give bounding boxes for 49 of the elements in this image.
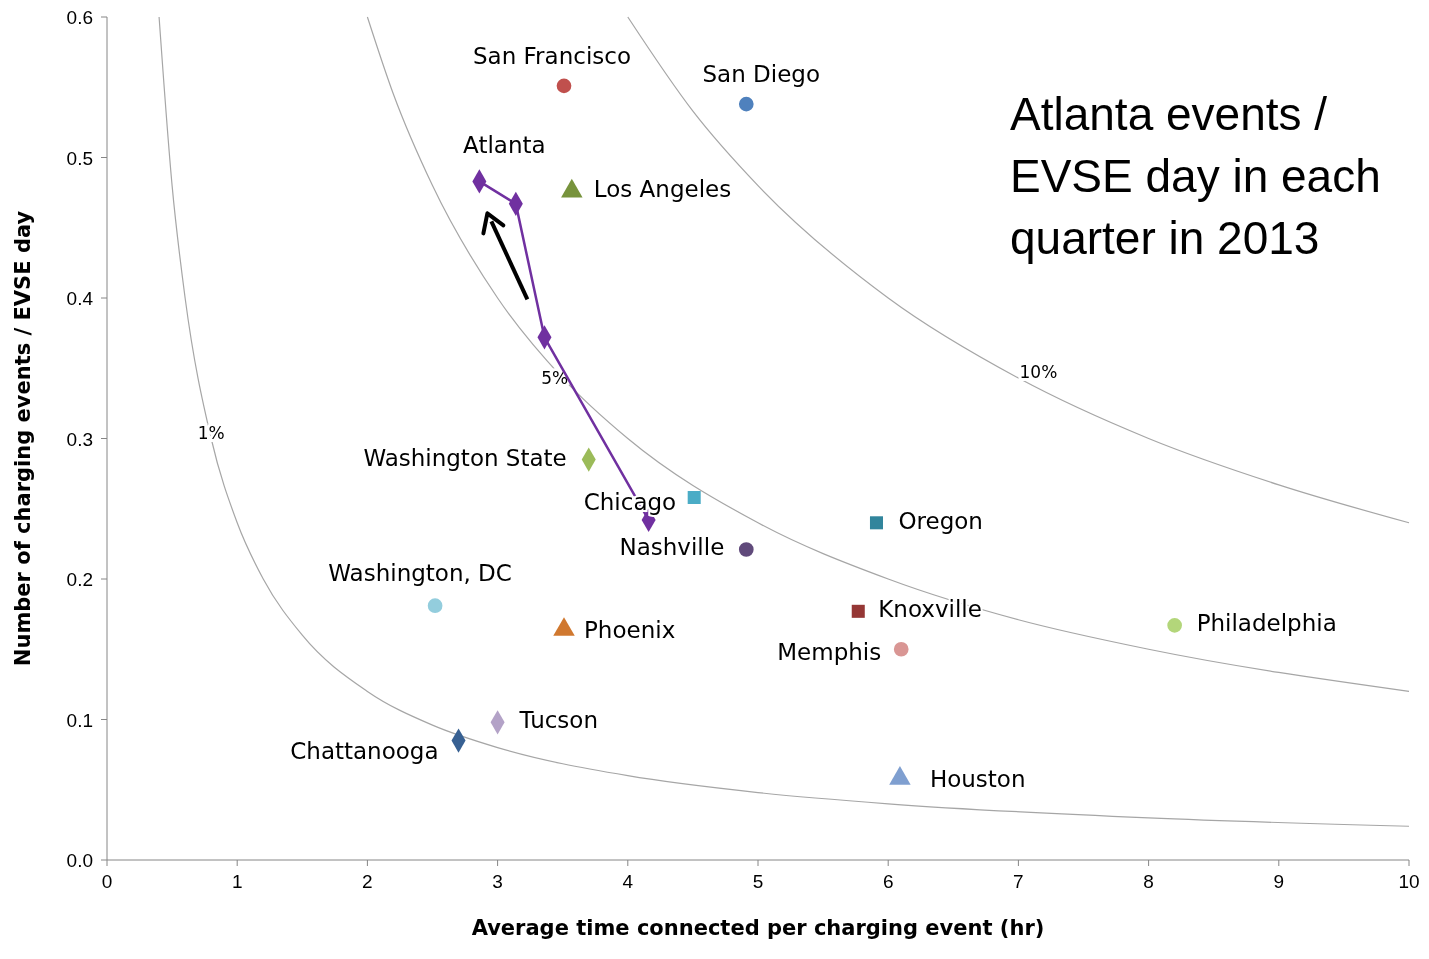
x-tick-label: 4: [622, 871, 634, 892]
y-axis-title: Number of charging events / EVSE day: [11, 210, 35, 667]
series-label: Memphis: [777, 639, 882, 666]
series-label: San Francisco: [472, 42, 632, 69]
x-tick-label: 9: [1273, 871, 1285, 892]
series-label: Knoxville: [878, 596, 982, 623]
series-label: 10%: [1019, 362, 1058, 383]
x-tick-label: 3: [492, 871, 503, 892]
x-axis-title: Average time connected per charging event (hr): [471, 916, 1045, 940]
annotation: Atlanta events / EVSE day in each quarter in 2013: [1010, 88, 1381, 264]
point: [687, 490, 701, 505]
series-label: Chattanooga: [290, 737, 439, 764]
series-label: San Diego: [702, 61, 821, 88]
point: [893, 641, 909, 657]
series-label: Philadelphia: [1196, 610, 1337, 637]
y-tick-label: 0.5: [66, 147, 93, 169]
series-label: Phoenix: [584, 616, 676, 643]
point: [738, 96, 754, 112]
x-tick-label: 8: [1143, 871, 1154, 892]
point: [738, 542, 754, 557]
x-tick-label: 10: [1398, 871, 1420, 892]
point: [851, 604, 865, 618]
x-tick-label: 5: [752, 871, 764, 892]
point: [869, 516, 883, 530]
y-tick-label: 0.1: [66, 709, 93, 731]
y-tick-label: 0.4: [66, 288, 94, 309]
y-tick-label: 0.2: [66, 569, 93, 590]
y-tick-label: 0.3: [66, 428, 93, 450]
x-tick-label: 6: [882, 871, 894, 892]
series-label: Washington, DC: [328, 559, 512, 586]
series-label: Nashville: [619, 534, 725, 561]
point: [427, 598, 443, 614]
series-label: Los Angeles: [593, 176, 732, 203]
y-tick-label: 0.6: [66, 7, 93, 28]
series-label: Oregon: [898, 507, 983, 534]
line-series: [158, 16, 1410, 827]
point: [556, 78, 572, 94]
point: [1167, 618, 1182, 633]
series-label: Tucson: [518, 707, 599, 734]
series-label: Houston: [929, 765, 1026, 792]
x-tick-label: 7: [1013, 871, 1024, 892]
x-tick-label: 2: [362, 871, 373, 892]
series-label: Atlanta: [463, 132, 546, 159]
y-tick-label: 0.0: [66, 850, 93, 871]
series-label: 1%: [197, 422, 225, 443]
x-tick-label: 0: [101, 871, 113, 892]
series-label: Washington State: [363, 444, 567, 471]
series-label: 5%: [541, 368, 569, 389]
x-tick-label: 1: [231, 871, 243, 892]
